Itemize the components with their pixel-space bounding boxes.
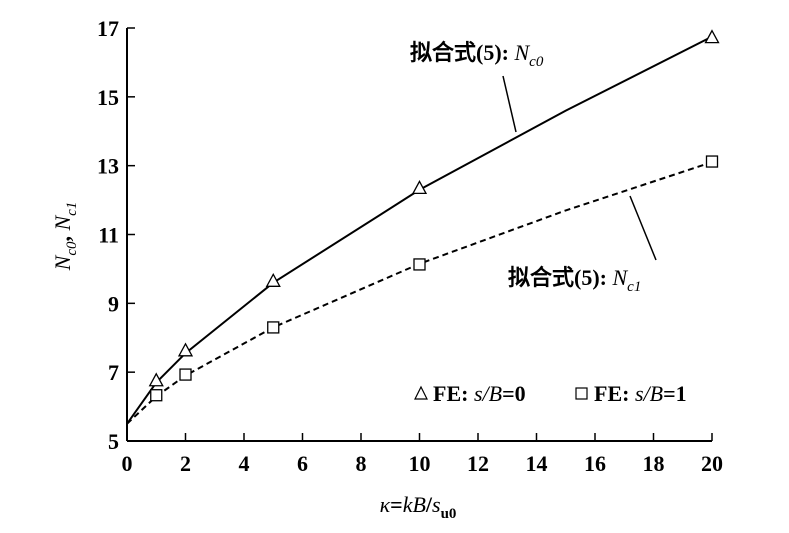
x-tick-label: 6	[297, 451, 308, 476]
svg-text:拟合式(5): Nc0: 拟合式(5): Nc0	[410, 40, 544, 70]
x-label-kb: kB	[403, 492, 426, 517]
x-tick-label: 16	[584, 451, 606, 476]
x-label-s: s	[432, 492, 441, 517]
fit-curve-nc0	[126, 35, 713, 425]
legend: FE: s/B=0 FE: s/B=1	[414, 381, 687, 406]
annotation-nc1: 拟合式(5): Nc1	[508, 195, 657, 295]
legend-triangle-marker	[414, 385, 428, 400]
y-tick-label: 13	[97, 154, 119, 179]
fe-triangle-point	[265, 272, 281, 287]
annotation-nc0-leader	[502, 75, 517, 133]
x-tick-label: 0	[122, 451, 133, 476]
y-label-n2: N	[50, 215, 75, 232]
x-tick-label: 12	[467, 451, 489, 476]
x-tick-label: 8	[356, 451, 367, 476]
y-axis-ticks: 5 7 9 11 13 15 17	[97, 16, 135, 454]
annotation-nc0-symbol: N	[513, 40, 530, 65]
fe-square-point	[267, 321, 280, 334]
y-label-sub1: c0	[64, 241, 80, 256]
fe-triangle-point	[177, 342, 194, 357]
legend-item-2-text: FE:	[594, 381, 635, 406]
y-tick-label: 17	[97, 16, 119, 41]
x-axis-label: κ=kB/su0	[380, 492, 457, 522]
legend-item-1-text: FE:	[433, 381, 474, 406]
x-label-eq: =	[390, 492, 403, 517]
x-label-sub: u0	[441, 506, 457, 522]
fe-square-point	[150, 389, 163, 402]
legend-item-1-value: =0	[502, 381, 526, 406]
y-label-sub2: c1	[64, 202, 80, 216]
x-tick-label: 4	[239, 451, 250, 476]
x-tick-label: 18	[643, 451, 665, 476]
legend-item-2-value: =1	[663, 381, 687, 406]
x-tick-label: 10	[409, 451, 431, 476]
x-label-kappa: κ	[380, 492, 391, 517]
x-tick-label: 20	[701, 451, 723, 476]
y-tick-label: 5	[108, 429, 119, 454]
fe-triangle-point	[411, 180, 428, 195]
annotation-nc0-subscript: c0	[529, 54, 544, 70]
annotation-nc1-leader	[629, 195, 657, 261]
annotation-nc1-prefix: 拟合式(5):	[508, 265, 612, 290]
fit-curves	[126, 35, 713, 425]
y-tick-label: 7	[108, 360, 119, 385]
fe-markers	[148, 29, 720, 402]
annotation-nc1-subscript: c1	[627, 279, 641, 295]
fe-square-point	[413, 258, 426, 271]
x-axis-ticks: 0 2 4 6 8 10 12 14 16 18 20	[122, 433, 723, 476]
x-label-slash: /	[425, 492, 433, 517]
y-label-n1: N	[50, 254, 75, 271]
annotation-nc1-symbol: N	[611, 265, 628, 290]
y-tick-label: 9	[108, 291, 119, 316]
legend-square-marker	[575, 387, 588, 400]
x-tick-label: 2	[180, 451, 191, 476]
svg-text:拟合式(5): Nc1: 拟合式(5): Nc1	[508, 265, 641, 295]
legend-item-1-var: s/B	[474, 381, 502, 406]
y-axis-label: Nc0, Nc1	[50, 202, 80, 272]
legend-item-2-var: s/B	[635, 381, 663, 406]
fe-triangle-point	[704, 29, 720, 44]
svg-text:FE: s/B=1: FE: s/B=1	[594, 381, 687, 406]
y-tick-label: 11	[98, 223, 119, 248]
annotation-nc0-prefix: 拟合式(5):	[410, 40, 514, 65]
x-tick-label: 14	[526, 451, 548, 476]
annotation-nc0: 拟合式(5): Nc0	[410, 40, 544, 133]
y-tick-label: 15	[97, 85, 119, 110]
plot-area: 0 2 4 6 8 10 12 14 16 18 20 5 7 9 11 13 15 17	[97, 16, 723, 476]
fe-square-point	[705, 155, 719, 168]
fe-triangle-point	[148, 372, 164, 387]
svg-text:FE: s/B=0: FE: s/B=0	[433, 381, 526, 406]
fe-square-point	[179, 368, 192, 381]
y-label-comma: ,	[50, 231, 75, 242]
